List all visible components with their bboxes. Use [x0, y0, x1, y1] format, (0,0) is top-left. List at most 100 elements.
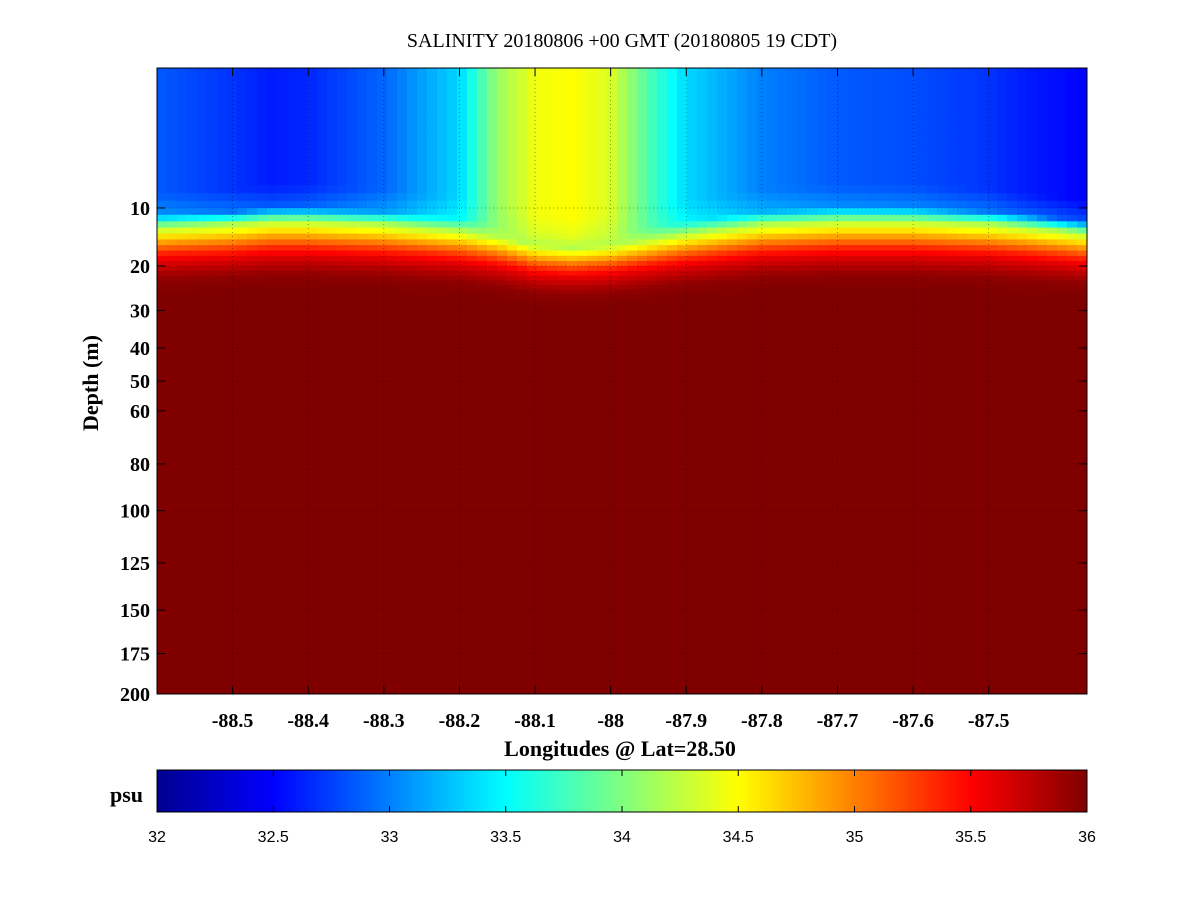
heatmap-cell	[367, 112, 378, 132]
heatmap-cell	[887, 233, 898, 241]
heatmap-cell	[827, 329, 838, 335]
heatmap-cell	[387, 318, 398, 323]
heatmap-cell	[557, 130, 568, 146]
heatmap-cell	[397, 337, 408, 342]
heatmap-cell	[907, 275, 918, 281]
heatmap-cell	[967, 233, 978, 241]
heatmap-cell	[317, 250, 328, 257]
heatmap-cell	[1067, 314, 1078, 319]
heatmap-cell	[587, 200, 598, 209]
heatmap-cell	[927, 68, 938, 113]
heatmap-cell	[637, 144, 648, 158]
heatmap-cell	[447, 227, 458, 235]
heatmap-cell	[357, 193, 368, 202]
heatmap-cell	[517, 314, 528, 319]
heatmap-cell	[927, 255, 938, 262]
heatmap-cell	[257, 176, 268, 186]
heatmap-cell	[987, 227, 998, 235]
heatmap-cell	[477, 340, 488, 346]
heatmap-cell	[337, 289, 348, 295]
heatmap-cell	[717, 340, 728, 346]
heatmap-cell	[167, 333, 178, 338]
heatmap-cell	[817, 337, 828, 342]
heatmap-cell	[937, 310, 948, 316]
y-tick-label: 60	[130, 401, 150, 423]
heatmap-cell	[237, 298, 248, 303]
heatmap-cell	[637, 310, 648, 316]
heatmap-cell	[477, 280, 488, 286]
heatmap-cell	[437, 289, 448, 295]
heatmap-cell	[327, 255, 338, 262]
heatmap-cell	[337, 156, 348, 168]
heatmap-cell	[957, 337, 968, 342]
heatmap-cell	[397, 245, 408, 252]
heatmap-cell	[287, 340, 298, 346]
heatmap-cell	[1017, 306, 1028, 312]
heatmap-cell	[1077, 340, 1087, 346]
heatmap-cell	[437, 318, 448, 323]
heatmap-cell	[807, 260, 818, 267]
heatmap-cell	[467, 250, 478, 257]
heatmap-cell	[917, 245, 928, 252]
heatmap-cell	[507, 214, 518, 222]
heatmap-cell	[757, 214, 768, 222]
heatmap-cell	[1067, 322, 1078, 327]
heatmap-cell	[357, 221, 368, 229]
heatmap-cell	[467, 185, 478, 194]
heatmap-cell	[747, 298, 758, 303]
heatmap-cell	[287, 255, 298, 262]
heatmap-cell	[647, 318, 658, 323]
heatmap-cell	[647, 239, 658, 246]
heatmap-cell	[287, 68, 298, 113]
heatmap-cell	[327, 68, 338, 113]
heatmap-cell	[667, 265, 678, 272]
heatmap-cell	[187, 340, 198, 346]
heatmap-cell	[817, 314, 828, 319]
heatmap-cell	[767, 68, 778, 113]
heatmap-cell	[677, 239, 688, 246]
heatmap-cell	[867, 176, 878, 186]
heatmap-cell	[997, 344, 1008, 349]
heatmap-cell	[347, 227, 358, 235]
heatmap-cell	[757, 185, 768, 194]
heatmap-cell	[1027, 298, 1038, 303]
heatmap-cell	[467, 306, 478, 312]
heatmap-cell	[817, 260, 828, 267]
heatmap-cell	[227, 340, 238, 346]
heatmap-cell	[937, 68, 948, 113]
heatmap-cell	[687, 280, 698, 286]
heatmap-cell	[607, 275, 618, 281]
heatmap-cell	[307, 260, 318, 267]
heatmap-cell	[717, 156, 728, 168]
heatmap-cell	[187, 284, 198, 290]
heatmap-cell	[417, 337, 428, 342]
heatmap-cell	[487, 337, 498, 342]
heatmap-cell	[537, 156, 548, 168]
heatmap-cell	[737, 245, 748, 252]
heatmap-cell	[167, 156, 178, 168]
heatmap-cell	[267, 333, 278, 338]
heatmap-cell	[697, 322, 708, 327]
heatmap-cell	[907, 193, 918, 202]
heatmap-cell	[927, 275, 938, 281]
heatmap-cell	[777, 337, 788, 342]
heatmap-cell	[637, 326, 648, 331]
heatmap-cell	[537, 322, 548, 327]
heatmap-cell	[547, 200, 558, 209]
heatmap-cell	[427, 322, 438, 327]
heatmap-cell	[477, 270, 488, 277]
heatmap-cell	[357, 250, 368, 257]
heatmap-cell	[287, 166, 298, 178]
heatmap-cell	[757, 318, 768, 323]
heatmap-cell	[897, 340, 908, 346]
heatmap-cell	[967, 302, 978, 307]
heatmap-cell	[267, 156, 278, 168]
heatmap-cell	[757, 233, 768, 241]
heatmap-cell	[257, 310, 268, 316]
heatmap-cell	[897, 214, 908, 222]
heatmap-cell	[287, 245, 298, 252]
heatmap-cell	[287, 176, 298, 186]
heatmap-cell	[197, 221, 208, 229]
heatmap-cell	[507, 310, 518, 316]
heatmap-cell	[997, 255, 1008, 262]
